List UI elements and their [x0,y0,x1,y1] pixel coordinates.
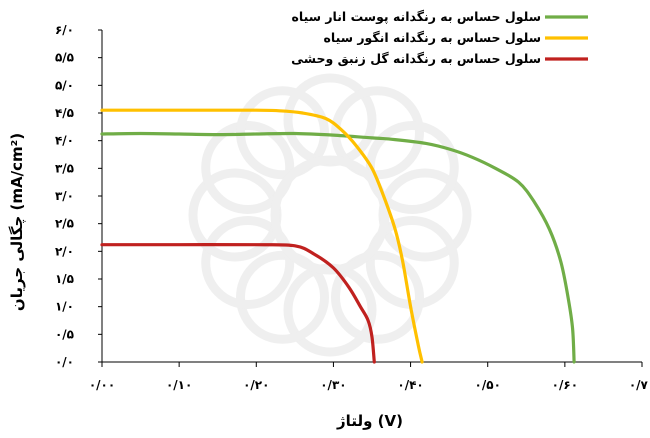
y-axis-title: چگالی جریان (mA/cm²) [8,133,27,311]
series-line-pomegranate [100,131,576,364]
y-tick-label: ۳/۰ [55,189,74,203]
watermark-center [270,155,390,275]
x-tick-label: ۰/۶۰ [552,378,578,392]
watermark-petal [331,250,424,344]
x-tick-label: ۰/۴۰ [397,378,423,392]
x-tick-label: ۰/۷۰ [629,378,650,392]
watermark-petal [236,250,329,344]
watermark-petal [283,263,377,357]
x-tick-label: ۰/۱۰ [166,378,192,392]
watermark-petal [201,216,295,309]
x-tick-label: ۰/۰۰ [89,378,115,392]
watermark-petal [283,73,377,167]
y-tick-label: ۱/۵ [55,272,74,286]
watermark-ornament [188,73,472,357]
watermark-petal [331,86,424,180]
x-axis-title: ولتاژ (V) [336,412,403,430]
watermark-petal [365,216,459,309]
x-tick-label: ۰/۳۰ [320,378,346,392]
y-tick-label: ۶/۰ [55,23,74,37]
y-tick-label: ۵/۵ [55,51,74,65]
legend: سلول حساس به رنگدانه پوست انار سیاه سلول … [291,9,588,66]
axes [98,29,643,367]
y-tick-label: ۰/۰ [55,355,74,369]
legend-label: سلول حساس به رنگدانه انگور سیاه [324,30,541,45]
y-tick-label: ۴/۰ [55,134,74,148]
y-tick-label: ۰/۵ [55,327,74,341]
y-tick-label: ۲/۰ [55,244,74,258]
x-tick-label: ۰/۵۰ [475,378,501,392]
x-tick-label: ۰/۲۰ [243,378,269,392]
watermark-petal [201,121,295,214]
y-tick-label: ۳/۵ [55,161,74,175]
watermark-petal [378,168,472,262]
tick-labels: ۰/۰ ۰/۵ ۱/۰ ۱/۵ ۲/۰ ۲/۵ ۳/۰ ۳/۵ ۴/۰ ۴/۵ ۵/۰ ۵/۵ ۶/۰ ۰… [55,23,650,392]
y-tick-label: ۴/۵ [55,106,74,120]
legend-label: سلول حساس به رنگدانه گل زنبق وحشی [291,51,541,66]
y-tick-label: ۵/۰ [55,78,74,92]
series-line-grape [100,108,424,364]
series-line-iris [100,243,376,364]
watermark-petal [188,168,282,262]
legend-label: سلول حساس به رنگدانه پوست انار سیاه [292,9,541,24]
y-tick-label: ۱/۰ [55,300,74,314]
series-layer [100,108,576,364]
y-tick-label: ۲/۵ [55,217,74,231]
